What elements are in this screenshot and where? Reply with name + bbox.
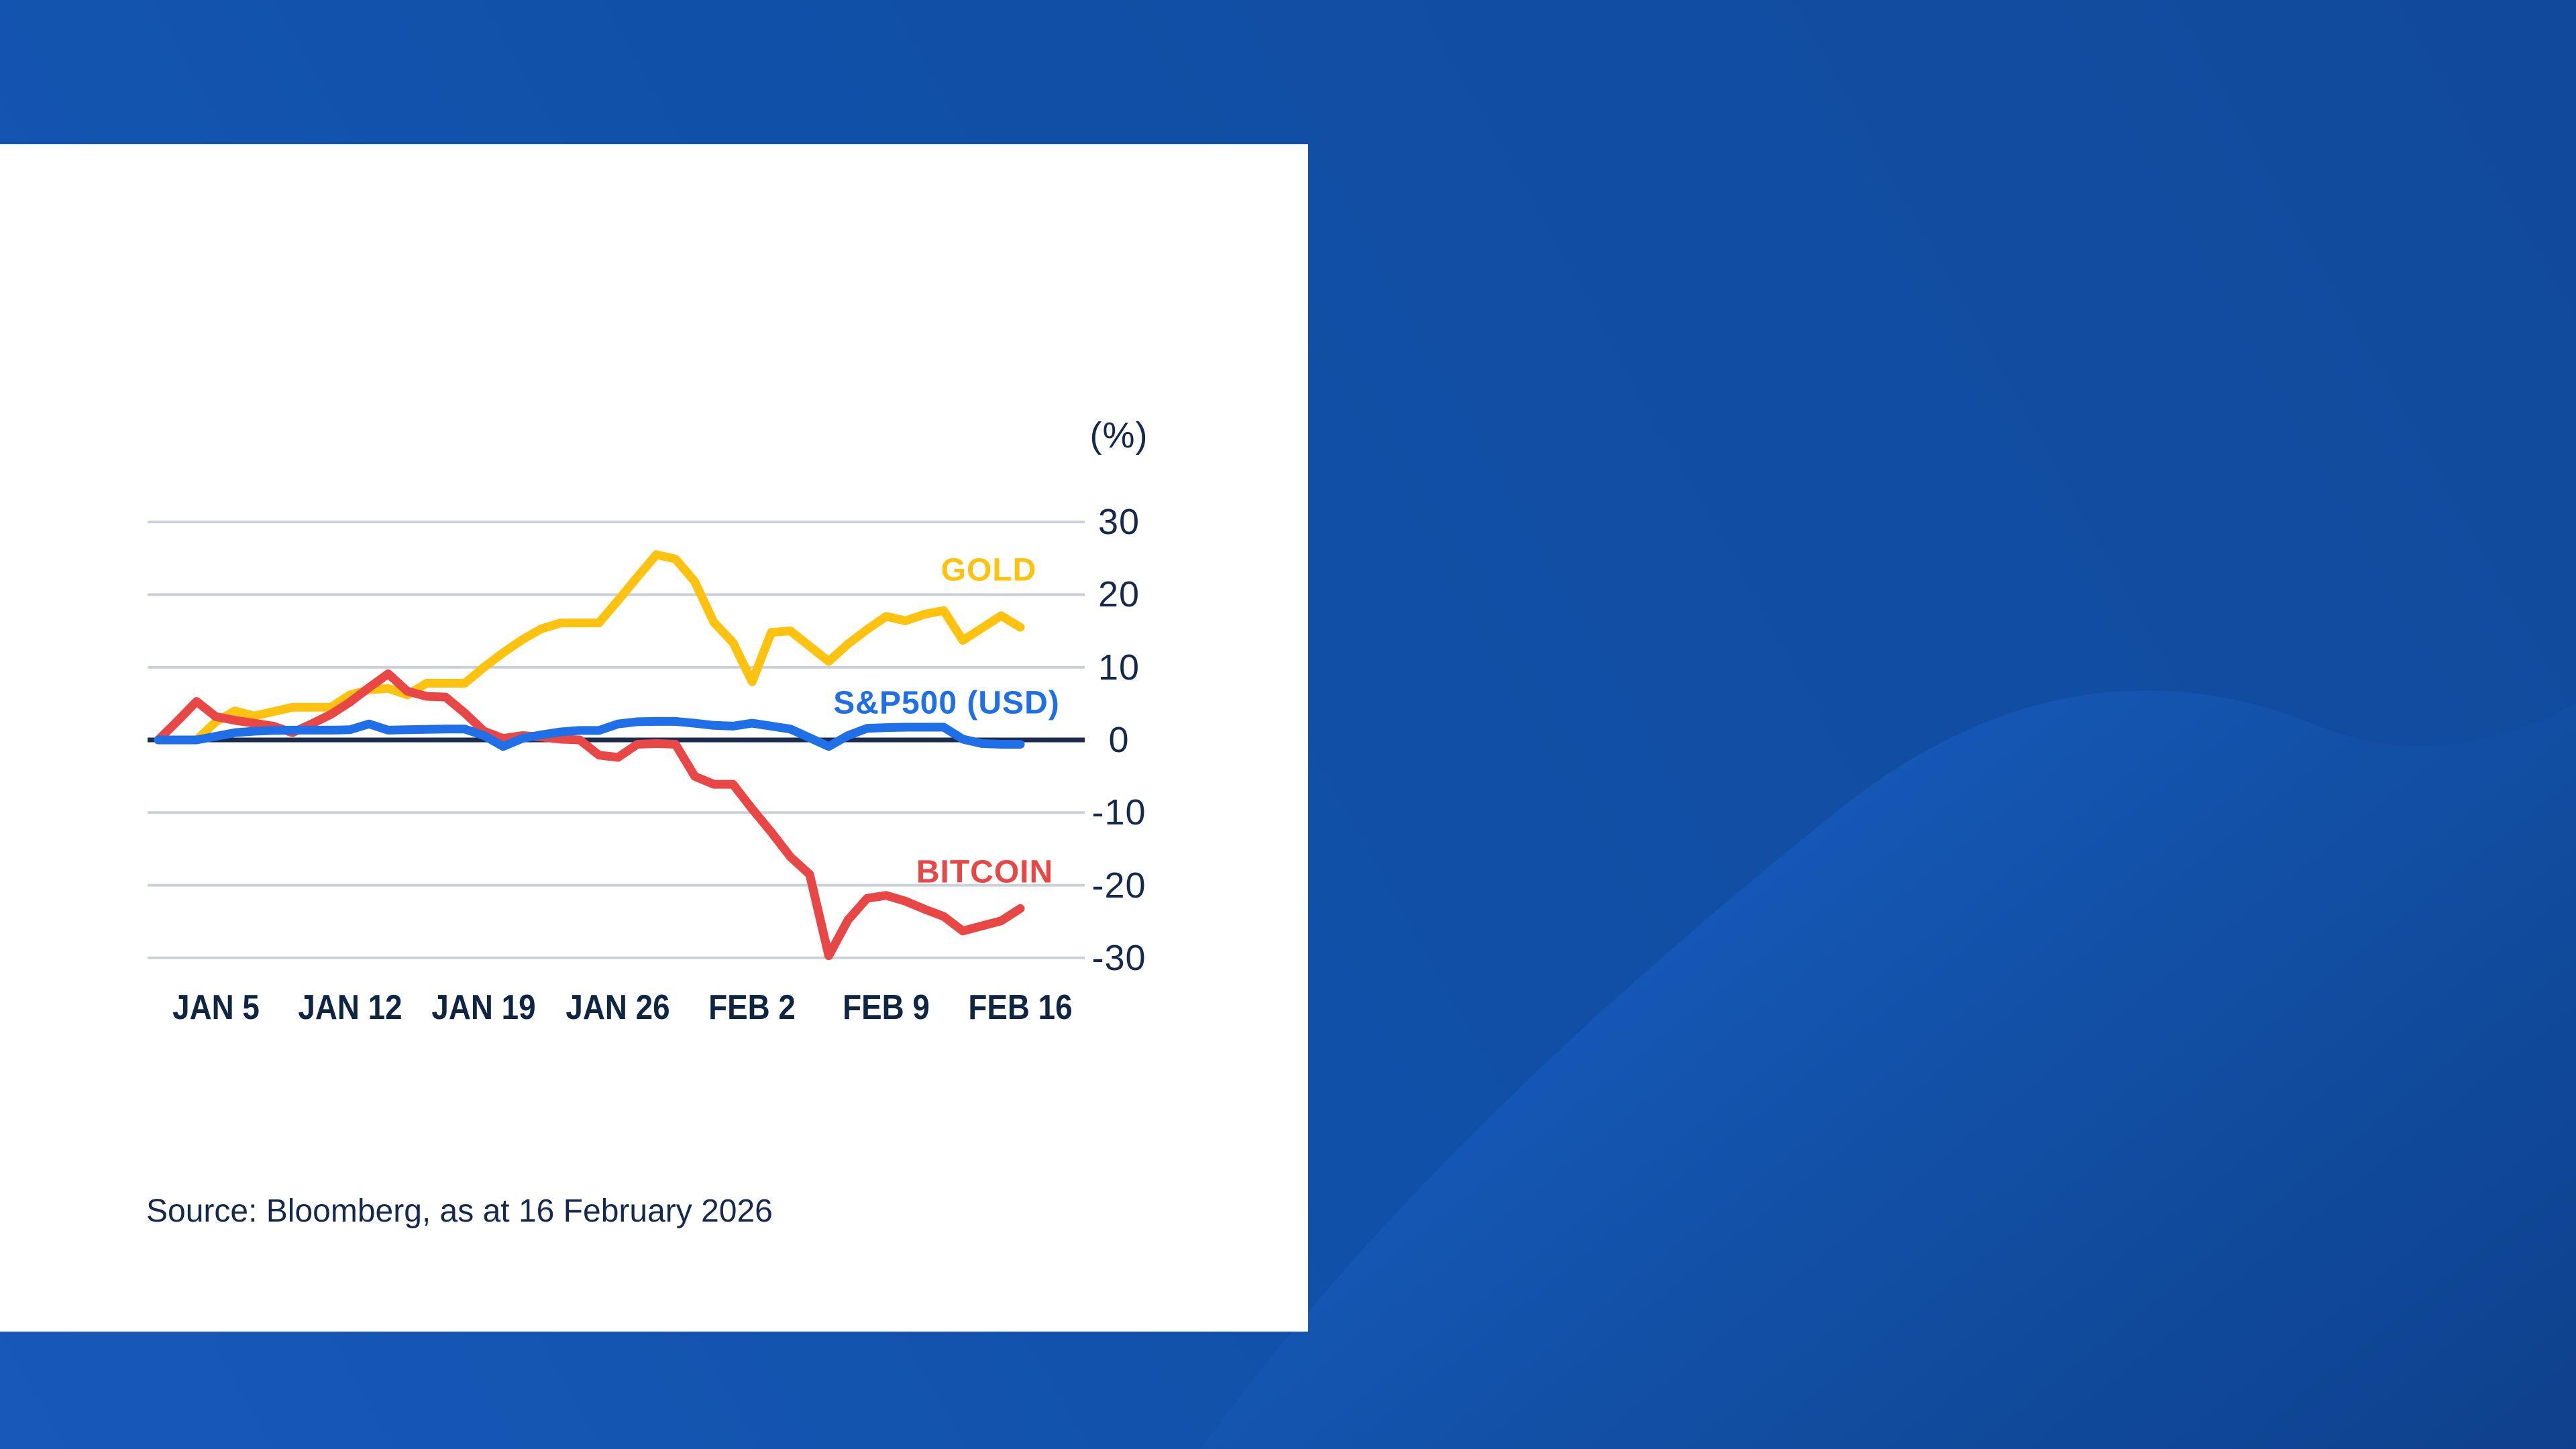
x-tick-label: JAN 5	[172, 988, 260, 1027]
y-tick-label: -10	[1091, 792, 1146, 833]
x-tick-label: FEB 9	[843, 988, 930, 1027]
series-label-sp500: S&P500 (USD)	[833, 685, 1060, 721]
background-wave-shape	[1201, 690, 2576, 1449]
y-tick-label: 20	[1097, 574, 1140, 615]
x-tick-label: JAN 19	[431, 988, 537, 1027]
y-tick-label: -30	[1091, 937, 1146, 978]
y-tick-label: 30	[1097, 502, 1140, 543]
source-note: Source: Bloomberg, as at 16 February 202…	[146, 1193, 773, 1229]
x-tick-label: FEB 16	[968, 988, 1073, 1027]
x-tick-label: JAN 12	[297, 988, 402, 1027]
y-tick-label: 0	[1108, 720, 1130, 760]
y-tick-label: -20	[1091, 865, 1146, 906]
series-label-bitcoin: BITCOIN	[916, 854, 1054, 890]
y-axis-unit-label: (%)	[1089, 415, 1148, 455]
y-tick-label: 10	[1097, 647, 1140, 688]
x-tick-label: JAN 26	[566, 988, 670, 1027]
series-label-gold: GOLD	[941, 552, 1037, 588]
x-tick-label: FEB 2	[708, 988, 796, 1027]
